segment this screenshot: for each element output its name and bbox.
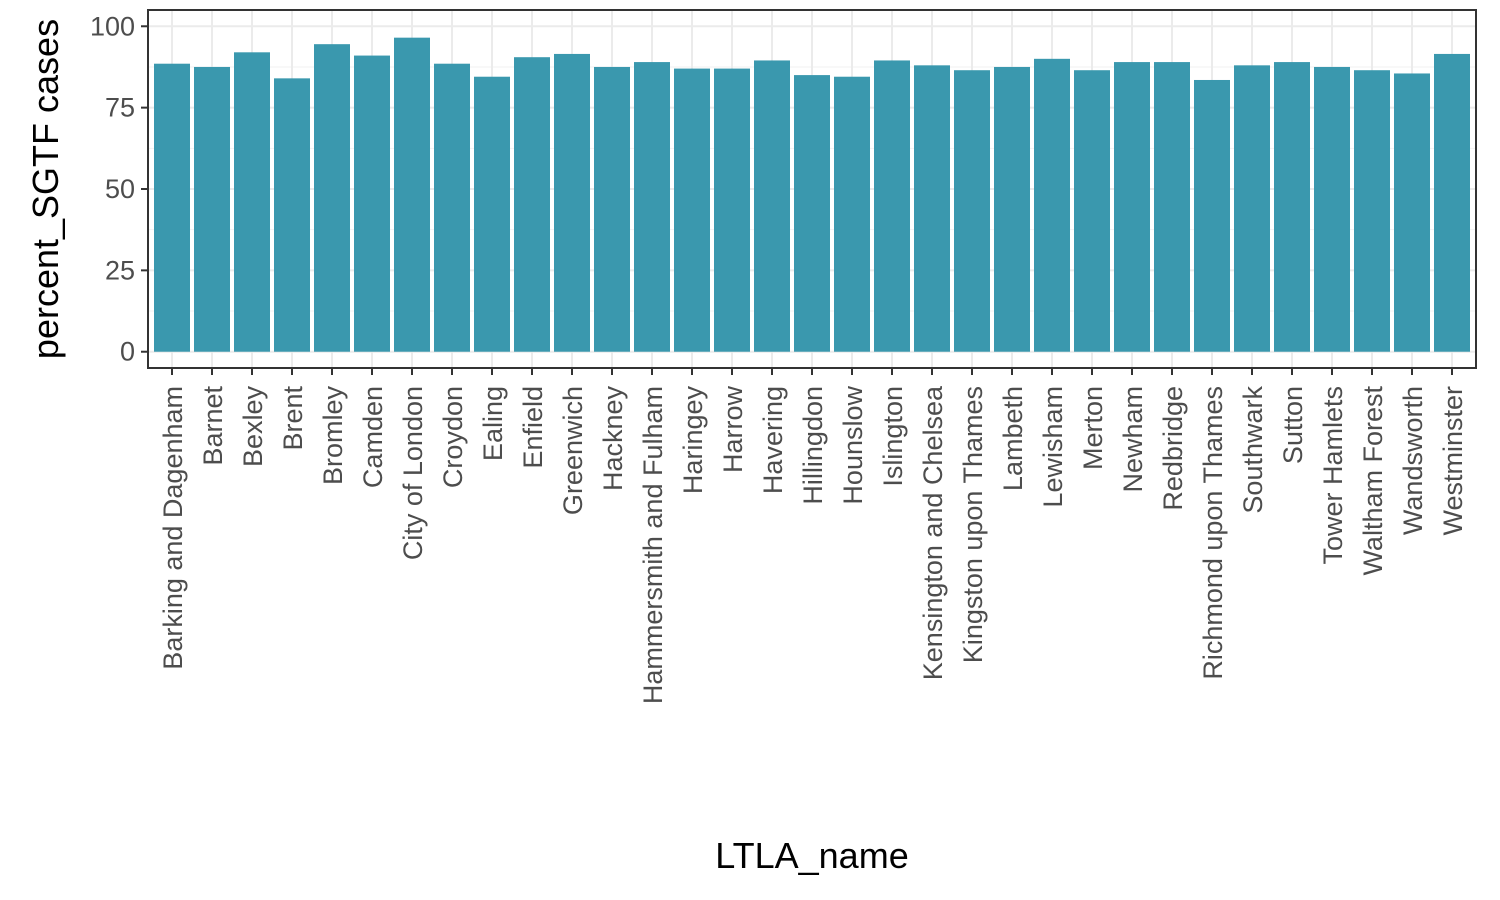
bar: [594, 66, 630, 352]
x-tick-label: Barnet: [198, 386, 228, 466]
x-tick-label: Bexley: [238, 386, 268, 468]
bar: [794, 75, 830, 352]
x-axis: Barking and Dagenham Barnet Bexley Brent Bro…: [158, 368, 1468, 704]
bar: [994, 66, 1030, 352]
x-tick-label: Croydon: [438, 386, 468, 488]
x-tick-label: Harrow: [718, 386, 748, 474]
x-tick-label: Islington: [878, 386, 908, 487]
x-tick-label: Ealing: [478, 386, 508, 461]
bar: [474, 76, 510, 352]
bar: [1234, 65, 1270, 352]
x-tick-label: Bromley: [318, 386, 348, 486]
x-tick-label: Redbridge: [1158, 386, 1188, 511]
bar: [314, 44, 350, 352]
x-tick-label: Tower Hamlets: [1318, 386, 1348, 565]
bar: [714, 68, 750, 352]
y-tick-label: 75: [105, 93, 135, 123]
x-tick-label: Kensington and Chelsea: [918, 385, 948, 680]
x-tick-label: Hillingdon: [798, 386, 828, 505]
x-tick-label: Southwark: [1238, 386, 1268, 514]
y-tick-label: 50: [105, 174, 135, 204]
bar: [354, 55, 390, 352]
x-tick-label: Hammersmith and Fulham: [638, 386, 668, 704]
x-tick-label: Barking and Dagenham: [158, 386, 188, 670]
bar: [514, 57, 550, 352]
x-tick-label: Greenwich: [558, 386, 588, 515]
bar: [1194, 79, 1230, 352]
bar: [554, 53, 590, 352]
x-tick-label: Haringey: [678, 386, 708, 495]
y-tick-label: 0: [120, 337, 135, 367]
bar: [1434, 53, 1470, 352]
bar: [394, 37, 430, 352]
bar: [1314, 66, 1350, 352]
x-tick-label: Hackney: [598, 386, 628, 492]
y-axis: 0 25 50 75 100: [90, 11, 148, 367]
bars: [154, 37, 1470, 352]
x-tick-label: Newham: [1118, 386, 1148, 493]
x-tick-label: Wandsworth: [1398, 386, 1428, 535]
x-tick-label: Camden: [358, 386, 388, 488]
bar: [674, 68, 710, 352]
bar: [1274, 62, 1310, 352]
x-tick-label: Sutton: [1278, 386, 1308, 464]
x-tick-label: Lewisham: [1038, 386, 1068, 508]
x-tick-label: Brent: [278, 386, 308, 451]
bar: [1114, 62, 1150, 352]
bar: [874, 60, 910, 352]
y-tick-label: 25: [105, 255, 135, 285]
bar: [754, 60, 790, 352]
x-tick-label: Kingston upon Thames: [958, 386, 988, 663]
bar: [274, 78, 310, 352]
y-axis-title: percent_SGTF cases: [25, 19, 66, 359]
y-tick-label: 100: [90, 11, 135, 41]
bar: [954, 70, 990, 352]
bar: [1354, 70, 1390, 352]
bar: [1394, 73, 1430, 352]
bar: [194, 66, 230, 352]
x-tick-label: Richmond upon Thames: [1198, 386, 1228, 680]
x-tick-label: City of London: [398, 386, 428, 560]
bar: [834, 76, 870, 352]
bar: [914, 65, 950, 352]
x-tick-label: Westminster: [1438, 386, 1468, 536]
bar: [1074, 70, 1110, 352]
bar: [434, 63, 470, 352]
x-tick-label: Havering: [758, 386, 788, 494]
bar: [1154, 62, 1190, 352]
x-tick-label: Hounslow: [838, 386, 868, 505]
x-axis-title: LTLA_name: [715, 835, 908, 876]
bar: [154, 63, 190, 352]
x-tick-label: Enfield: [518, 386, 548, 469]
bar: [1034, 58, 1070, 352]
x-tick-label: Lambeth: [998, 386, 1028, 491]
x-tick-label: Merton: [1078, 386, 1108, 470]
x-tick-label: Waltham Forest: [1358, 386, 1388, 576]
bar: [234, 52, 270, 352]
bar: [634, 62, 670, 352]
